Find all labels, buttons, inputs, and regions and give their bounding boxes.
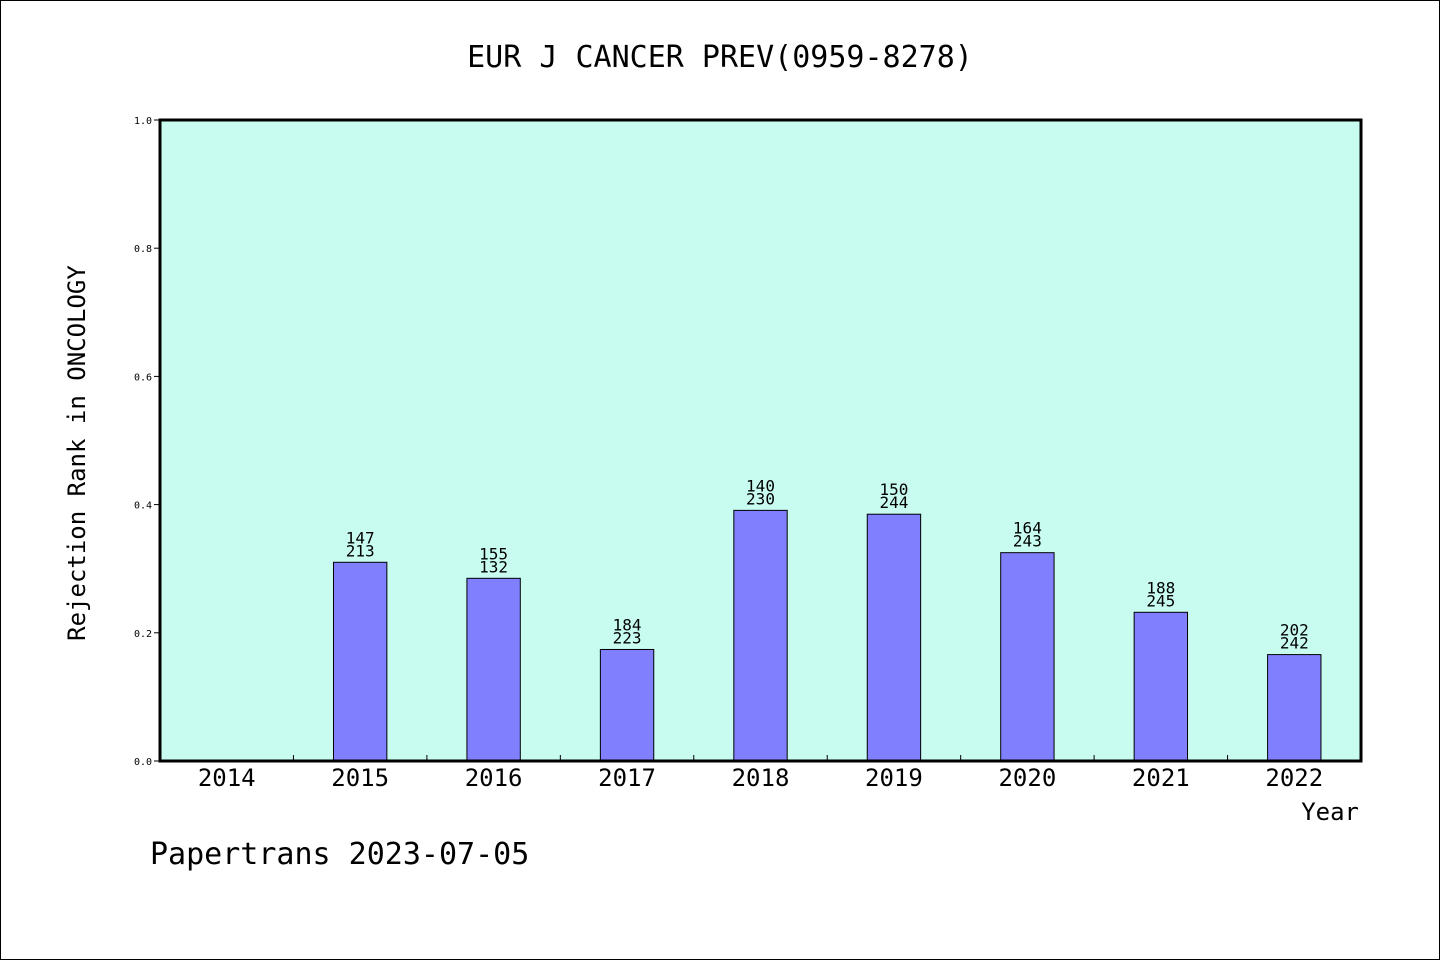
footer-watermark: Papertrans 2023-07-05 <box>150 837 529 872</box>
bar-label-top: 184 <box>613 615 642 634</box>
bar-label-bottom: 243 <box>1013 532 1042 551</box>
bar-label-top: 188 <box>1146 578 1175 597</box>
y-tick-label: 0.0 <box>134 757 152 768</box>
bar-2018 <box>733 509 788 762</box>
y-tick-label: 0.2 <box>134 629 152 640</box>
y-tick-label: 0.4 <box>134 501 152 512</box>
bar-2017 <box>599 648 655 762</box>
y-tick-label: 0.8 <box>134 244 152 255</box>
y-axis-title: Rejection Rank in ONCOLOGY <box>63 265 91 641</box>
x-tick-label: 2020 <box>998 764 1056 792</box>
bar-2021 <box>1133 611 1189 762</box>
x-tick-label: 2018 <box>732 764 790 792</box>
y-axis: 0.0 0.2 0.4 0.6 0.8 1.0 <box>134 116 160 768</box>
bar-label-top: 140 <box>746 476 775 495</box>
bar-label-top: 164 <box>1013 519 1042 538</box>
x-tick-label: 2019 <box>865 764 923 792</box>
x-axis-title: Year <box>1301 798 1359 826</box>
x-axis: 2014 2015 2016 2017 2018 2019 2020 2021 2022 <box>198 755 1323 792</box>
x-tick-label: 2022 <box>1265 764 1323 792</box>
bar-label-top: 150 <box>879 480 908 499</box>
x-tick-label: 2015 <box>331 764 389 792</box>
bars <box>332 509 1322 762</box>
bar-label-bottom: 213 <box>346 541 375 560</box>
y-tick-label: 1.0 <box>134 116 152 127</box>
bar-label-top: 147 <box>346 528 375 547</box>
x-tick-label: 2016 <box>465 764 523 792</box>
x-tick-label: 2021 <box>1132 764 1190 792</box>
x-tick-label: 2017 <box>598 764 656 792</box>
plot-border <box>158 118 1363 763</box>
bar-label-bottom: 242 <box>1280 634 1309 653</box>
x-tick-label: 2014 <box>198 764 256 792</box>
bar-2019 <box>866 513 922 762</box>
bar-2022 <box>1267 654 1322 762</box>
bar-label-bottom: 230 <box>746 489 775 508</box>
bar-label-bottom: 244 <box>879 493 908 512</box>
bar-2015 <box>332 561 388 762</box>
bar-2016 <box>466 577 521 762</box>
bar-label-bottom: 245 <box>1146 591 1175 610</box>
bar-label-top: 155 <box>479 544 508 563</box>
bar-2020 <box>1000 552 1055 762</box>
bar-label-bottom: 132 <box>479 557 508 576</box>
chart-title: EUR J CANCER PREV(0959-8278) <box>467 40 973 75</box>
bar-label-bottom: 223 <box>613 628 642 647</box>
y-tick-label: 0.6 <box>134 372 152 383</box>
bar-label-top: 202 <box>1280 621 1309 640</box>
